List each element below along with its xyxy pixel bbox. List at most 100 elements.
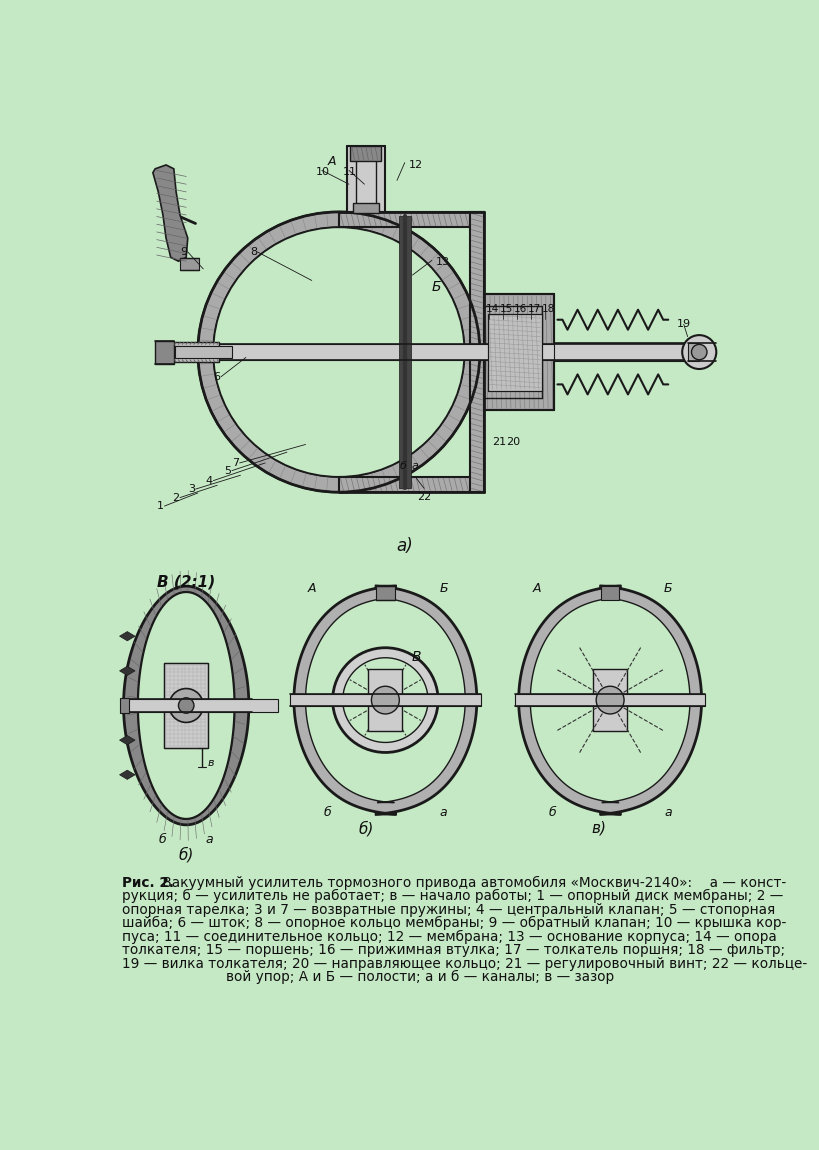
Text: 1: 1 [157, 501, 164, 511]
Circle shape [371, 687, 399, 714]
Text: А: А [327, 155, 335, 168]
Text: В (2:1): В (2:1) [157, 575, 215, 590]
Text: 12: 12 [408, 160, 423, 169]
Polygon shape [305, 598, 464, 803]
Text: б): б) [179, 846, 193, 862]
Polygon shape [138, 592, 234, 819]
Text: 18: 18 [541, 304, 554, 314]
Bar [120, 698, 129, 713]
Bar [155, 340, 174, 363]
Text: 9: 9 [180, 247, 188, 256]
Polygon shape [120, 666, 135, 675]
Polygon shape [120, 770, 135, 780]
Text: вой упор; А и Б — полости; а и б — каналы; в — зазор: вой упор; А и Б — полости; а и б — канал… [226, 969, 613, 984]
Text: толкателя; 15 — поршень; 16 — прижимная втулка; 17 — толкатель поршня; 18 — филь: толкателя; 15 — поршень; 16 — прижимная … [122, 943, 784, 957]
Bar [553, 343, 696, 361]
Circle shape [342, 658, 428, 743]
Text: 19: 19 [676, 319, 690, 329]
Text: Б: Б [439, 582, 447, 596]
Polygon shape [152, 164, 188, 261]
Text: 15: 15 [500, 304, 513, 314]
Circle shape [214, 228, 463, 476]
Text: 14: 14 [486, 304, 499, 314]
Polygon shape [197, 212, 479, 492]
Text: 13: 13 [435, 258, 449, 267]
Circle shape [213, 228, 464, 477]
Text: А: А [307, 582, 315, 596]
Text: а: а [206, 833, 213, 845]
Text: 6: 6 [214, 371, 220, 382]
Bar [368, 669, 402, 731]
Circle shape [179, 698, 194, 713]
Text: 8: 8 [250, 247, 257, 256]
Polygon shape [518, 586, 701, 814]
Bar [125, 699, 278, 712]
Bar [338, 212, 483, 228]
Text: Б: Б [432, 281, 441, 294]
Bar [600, 586, 618, 600]
Text: 7: 7 [232, 458, 239, 468]
Bar [172, 344, 699, 360]
Text: б: б [159, 833, 166, 845]
Circle shape [690, 344, 706, 360]
Text: Рис. 2.: Рис. 2. [122, 875, 174, 890]
Text: 10: 10 [315, 167, 329, 177]
Bar [687, 343, 699, 361]
Bar [165, 664, 208, 748]
Text: Вакуумный усилитель тормозного привода автомобиля «Москвич-2140»:    а — конст-: Вакуумный усилитель тормозного привода а… [157, 875, 785, 890]
Bar [483, 294, 553, 409]
Bar [165, 664, 208, 748]
Text: 4: 4 [206, 476, 213, 485]
Text: в): в) [590, 821, 605, 836]
Bar [514, 693, 704, 706]
Bar [487, 314, 541, 391]
Bar [346, 146, 385, 212]
Text: А: А [532, 582, 540, 596]
Bar [352, 202, 378, 214]
Polygon shape [293, 586, 476, 814]
Text: а: а [411, 461, 418, 472]
Bar [592, 669, 627, 731]
Text: 5: 5 [224, 466, 231, 476]
Text: Б: Б [663, 582, 672, 596]
Text: а): а) [396, 537, 413, 555]
Bar [338, 477, 483, 492]
Bar [487, 314, 541, 391]
Circle shape [169, 689, 203, 722]
Text: рукция; б — усилитель не работает; в — начало работы; 1 — опорный диск мембраны;: рукция; б — усилитель не работает; в — н… [122, 889, 782, 903]
Text: б: б [400, 461, 406, 472]
Bar [290, 693, 480, 706]
Text: 22: 22 [417, 492, 431, 503]
Bar [172, 342, 219, 362]
Text: б): б) [358, 821, 373, 837]
Text: 17: 17 [527, 304, 541, 314]
Text: а: а [663, 806, 672, 819]
Circle shape [595, 687, 623, 714]
Text: шайба; 6 — шток; 8 — опорное кольцо мембраны; 9 — обратный клапан; 10 — крышка к: шайба; 6 — шток; 8 — опорное кольцо мемб… [122, 917, 785, 930]
Bar [398, 216, 410, 489]
Text: 11: 11 [342, 167, 356, 177]
Text: 19 — вилка толкателя; 20 — направляющее кольцо; 21 — регулировочный винт; 22 — к: 19 — вилка толкателя; 20 — направляющее … [122, 957, 806, 971]
Text: 21: 21 [491, 437, 506, 446]
Circle shape [333, 647, 437, 752]
Polygon shape [124, 586, 248, 825]
Text: 2: 2 [172, 492, 179, 503]
Text: пуса; 11 — соединительное кольцо; 12 — мембрана; 13 — основание корпуса; 14 — оп: пуса; 11 — соединительное кольцо; 12 — м… [122, 929, 776, 944]
Text: 3: 3 [188, 484, 195, 494]
Text: в: в [208, 758, 214, 768]
Text: а: а [439, 806, 447, 819]
Text: б: б [323, 806, 331, 819]
Bar [376, 586, 394, 600]
Bar [350, 146, 381, 161]
Text: В: В [411, 650, 421, 664]
Bar [180, 258, 199, 269]
Circle shape [681, 335, 716, 369]
Text: опорная тарелка; 3 и 7 — возвратные пружины; 4 — центральный клапан; 5 — стопорн: опорная тарелка; 3 и 7 — возвратные пруж… [122, 903, 774, 917]
Text: б: б [547, 806, 555, 819]
Text: 20: 20 [505, 437, 520, 446]
Bar [175, 346, 232, 358]
Text: 16: 16 [514, 304, 527, 314]
Bar [469, 212, 483, 492]
Polygon shape [120, 631, 135, 641]
Polygon shape [530, 598, 689, 803]
